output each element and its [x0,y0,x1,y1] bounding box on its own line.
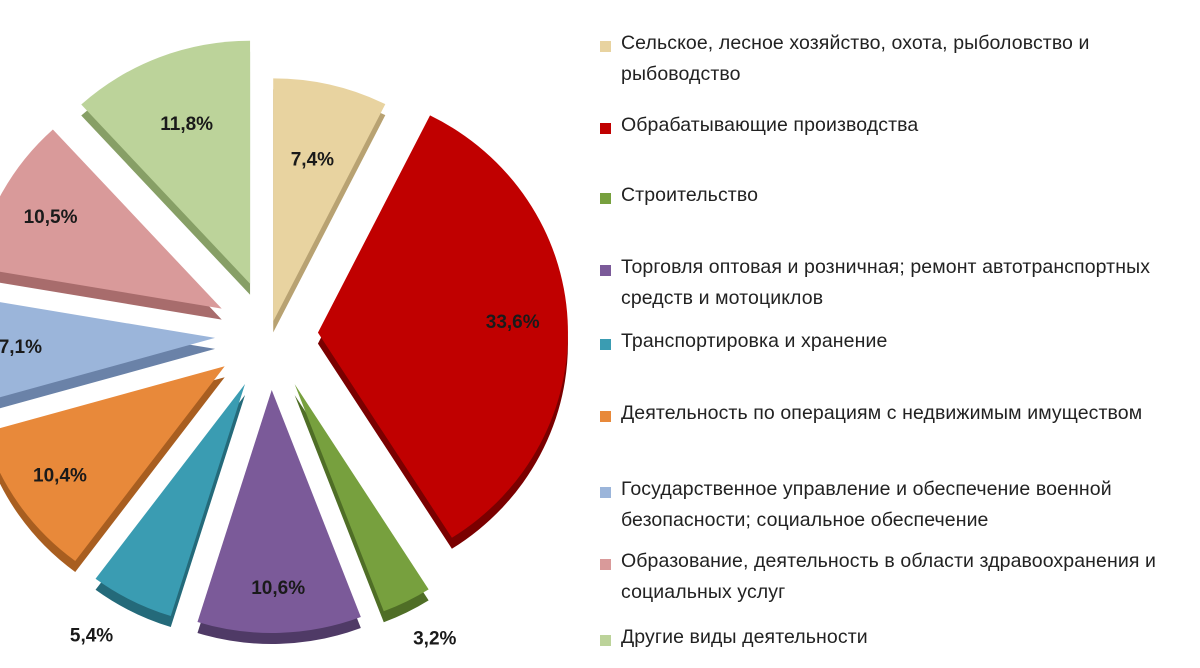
legend-swatch-construction [600,193,611,204]
legend-item-other: Другие виды деятельности [600,626,1180,653]
legend-item-real-estate: Деятельность по операциям с недвижимым и… [600,402,1180,429]
legend-swatch-transport [600,339,611,350]
pie-label-real-estate: 10,4% [33,465,87,486]
legend-label-government: Государственное управление и обеспечение… [621,478,1112,531]
pie-slice-other [81,40,251,284]
pie-chart: 7,4% 33,6% 3,2% 10,6% 5,4% 10,4% 7,1% 10,5% 11,8… [0,0,580,668]
legend-swatch-other [600,635,611,646]
legend-label-trade: Торговля оптовая и розничная; ремонт авт… [621,256,1151,309]
legend-swatch-manufacturing [600,123,611,134]
legend-swatch-education-health [600,559,611,570]
pie-chart-svg: 7,4% 33,6% 3,2% 10,6% 5,4% 10,4% 7,1% 10,5% 11,8… [0,40,568,649]
legend-item-manufacturing: Обрабатывающие производства [600,114,1180,141]
legend-item-education-health: Образование, деятельность в области здра… [600,550,1180,608]
pie-slice-trade [197,389,361,633]
legend-label-transport: Транспортировка и хранение [621,330,888,352]
pie-slice-transport [95,384,246,617]
pie-label-government: 7,1% [0,337,42,358]
pie-label-manufacturing: 33,6% [486,312,540,333]
pie-label-trade: 10,6% [251,578,305,599]
legend-label-construction: Строительство [621,184,759,206]
pie-slice-education-health [0,129,222,309]
legend-item-construction: Строительство [600,184,1180,211]
pie-label-education-health: 10,5% [24,207,78,228]
legend-label-education-health: Образование, деятельность в области здра… [621,550,1157,603]
pie-slice-real-estate [0,366,225,561]
pie-slice-government [0,302,216,398]
legend-label-real-estate: Деятельность по операциям с недвижимым и… [621,402,1143,424]
pie-slices [0,40,568,633]
legend-label-agriculture: Сельское, лесное хозяйство, охота, рыбол… [621,32,1090,85]
legend-swatch-agriculture [600,41,611,52]
pie-label-other: 11,8% [160,114,213,135]
pie-slice-construction [294,384,429,612]
pie-label-agriculture: 7,4% [291,150,334,171]
pie-slice-agriculture [273,78,386,322]
legend-item-transport: Транспортировка и хранение [600,330,1180,357]
legend-label-manufacturing: Обрабатывающие производства [621,114,919,136]
legend-swatch-real-estate [600,411,611,422]
pie-data-labels: 7,4% 33,6% 3,2% 10,6% 5,4% 10,4% 7,1% 10,5% 11,8… [0,114,540,649]
legend-item-agriculture: Сельское, лесное хозяйство, охота, рыбол… [600,32,1180,90]
pie-label-transport: 5,4% [70,626,113,647]
legend-swatch-government [600,487,611,498]
legend-item-trade: Торговля оптовая и розничная; ремонт авт… [600,256,1180,314]
legend-swatch-trade [600,265,611,276]
pie-slice-manufacturing [317,115,568,538]
pie-label-construction: 3,2% [413,628,456,649]
legend-item-government: Государственное управление и обеспечение… [600,478,1180,536]
legend-label-other: Другие виды деятельности [621,626,868,648]
